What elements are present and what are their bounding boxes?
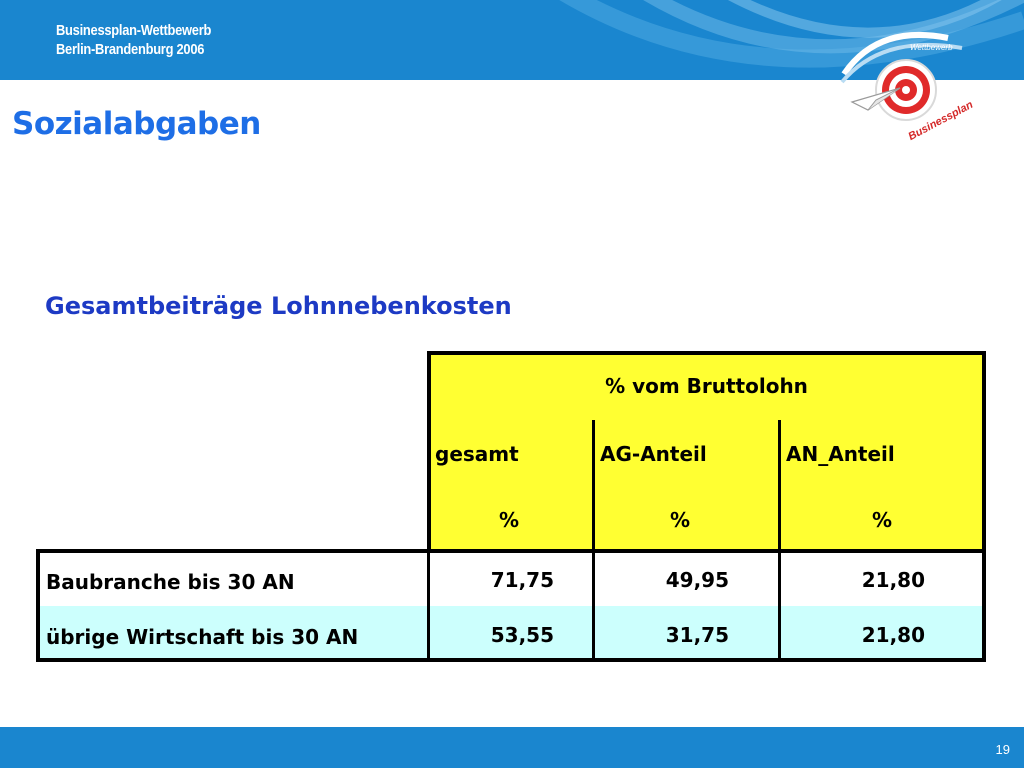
value-baubranche-gesamt: 71,75	[490, 568, 554, 592]
table-body-frame	[36, 549, 986, 662]
header-arcs-decoration	[559, 0, 1024, 68]
value-uebrige-gesamt: 53,55	[490, 623, 554, 647]
table-row	[40, 553, 982, 606]
unit-gesamt: %	[499, 508, 520, 532]
brand-line-1: Businessplan-Wettbewerb	[56, 22, 212, 39]
businessplan-logo: Wettbewerb Businessplan	[840, 32, 975, 142]
table-header-block	[427, 351, 986, 553]
value-baubranche-an-anteil: 21,80	[861, 568, 925, 592]
column-divider	[778, 420, 781, 662]
row-label-text: übrige Wirtschaft bis 30 AN	[46, 625, 359, 649]
row-label-baubranche: Baubranche bis 30 AN	[46, 570, 426, 594]
table-subtitle: Gesamtbeiträge Lohnnebenkosten	[45, 292, 512, 320]
column-header-an-anteil: AN_Anteil	[786, 442, 895, 466]
value-uebrige-ag-anteil: 31,75	[665, 623, 729, 647]
slide-title: Sozialabgaben	[12, 106, 261, 142]
table-row	[40, 606, 982, 658]
brand-line-2: Berlin-Brandenburg 2006	[56, 41, 205, 58]
header-band: Businessplan-Wettbewerb Berlin-Brandenbu…	[0, 0, 1024, 80]
row-label-text: Baubranche bis 30 AN	[46, 570, 295, 594]
row-label-uebrige-wirtschaft: übrige Wirtschaft bis 30 AN	[46, 625, 426, 649]
column-divider	[592, 420, 595, 662]
svg-text:Wettbewerb: Wettbewerb	[910, 43, 953, 52]
value-baubranche-ag-anteil: 49,95	[665, 568, 729, 592]
column-divider	[427, 549, 430, 662]
group-header: % vom Bruttolohn	[605, 374, 808, 398]
unit-an-anteil: %	[872, 508, 893, 532]
page-number: 19	[995, 742, 1010, 757]
column-header-gesamt: gesamt	[435, 442, 519, 466]
column-header-ag-anteil: AG-Anteil	[600, 442, 707, 466]
unit-ag-anteil: %	[670, 508, 691, 532]
footer-band: 19	[0, 727, 1024, 768]
value-uebrige-an-anteil: 21,80	[861, 623, 925, 647]
